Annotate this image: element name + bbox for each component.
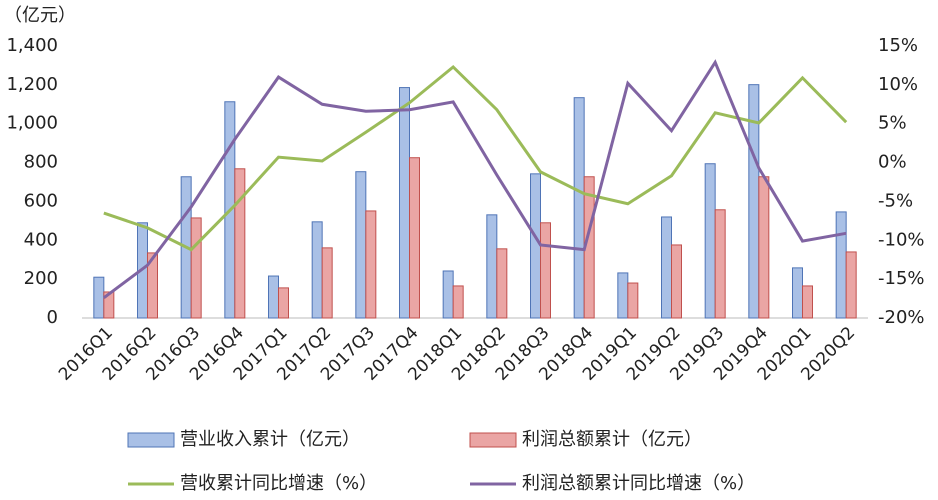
bar <box>835 211 847 319</box>
y2-tick-label: 5% <box>878 113 907 134</box>
y-tick-label: 200 <box>24 268 58 289</box>
bar <box>103 291 115 319</box>
line-series <box>103 64 848 252</box>
bar <box>365 210 377 319</box>
bar <box>617 272 629 319</box>
bar <box>321 247 333 319</box>
bar <box>704 163 716 319</box>
legend-label: 营收累计同比增速（%） <box>180 473 377 494</box>
bar <box>268 275 279 319</box>
bar <box>452 285 464 319</box>
bar <box>792 267 803 319</box>
bar <box>147 252 158 319</box>
bar <box>714 209 726 319</box>
bar <box>409 157 420 319</box>
bar <box>530 173 541 319</box>
legend-swatch <box>469 432 517 448</box>
y-tick-label: 1,400 <box>6 35 58 56</box>
bar <box>802 285 813 319</box>
bar <box>627 282 639 319</box>
y2-tick-label: 15% <box>878 35 918 56</box>
y-tick-label: 800 <box>24 152 58 173</box>
bar <box>486 214 498 319</box>
y-tick-label: 1,200 <box>6 74 58 95</box>
y2-tick-label: 0% <box>878 152 907 173</box>
y-tick-label: 600 <box>24 190 58 211</box>
bar <box>399 87 410 319</box>
y2-tick-label: -15% <box>878 268 925 289</box>
legend-swatch <box>127 432 175 448</box>
bar <box>311 221 323 319</box>
bar <box>845 251 857 319</box>
bar <box>540 222 551 319</box>
legend-label: 利润总额累计（亿元） <box>522 429 702 450</box>
bar <box>93 276 105 319</box>
y2-tick-label: 10% <box>878 74 918 95</box>
y2-tick-label: -20% <box>878 307 925 328</box>
legend-label: 营业收入累计（亿元） <box>180 429 360 450</box>
bar <box>190 217 202 319</box>
bar <box>234 168 246 319</box>
legend-label: 利润总额累计同比增速（%） <box>522 473 755 494</box>
y-axis-label: （亿元） <box>4 5 76 26</box>
bar <box>442 270 454 319</box>
bar <box>758 176 770 319</box>
bar <box>661 216 672 319</box>
y-tick-label: 400 <box>24 229 58 250</box>
y2-tick-label: -5% <box>878 190 913 211</box>
bar <box>573 97 585 319</box>
y-tick-label: 0 <box>47 307 58 328</box>
y-tick-label: 1,000 <box>6 113 58 134</box>
y2-tick-label: -10% <box>878 229 925 250</box>
bar <box>278 287 289 319</box>
line-series <box>102 59 847 299</box>
bar <box>496 248 508 319</box>
bar <box>671 244 682 319</box>
bar <box>355 171 367 319</box>
